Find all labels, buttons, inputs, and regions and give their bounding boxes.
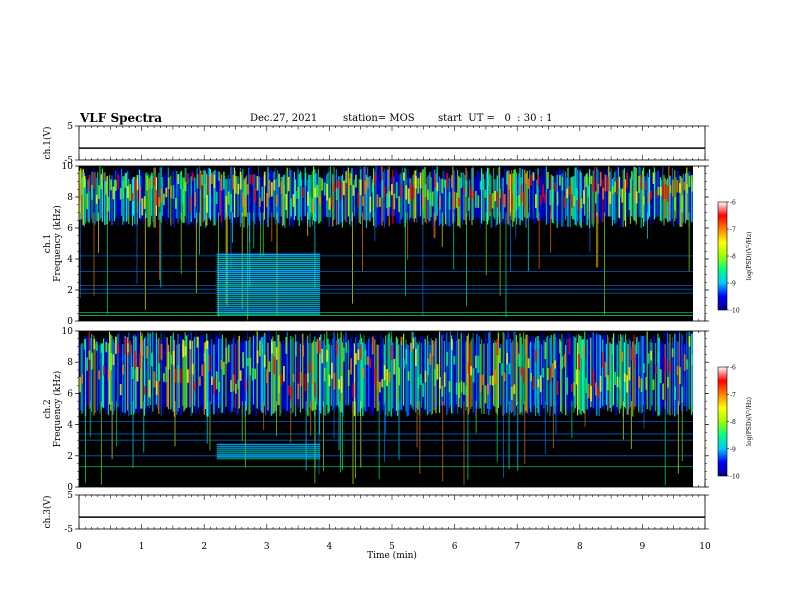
- colorbar-tick-label: -10: [730, 308, 740, 315]
- y-tick-label: 8: [67, 193, 73, 203]
- x-tick-label: 5: [389, 542, 395, 552]
- y-tick-label: 6: [67, 224, 73, 234]
- colorbar-tick-label: -7: [730, 227, 736, 234]
- ch1_voltage-panel: 5 -5 ch.1(V): [42, 122, 709, 166]
- x-tick-label: 9: [640, 542, 646, 552]
- x-axis: 0 1 2 3 4 5 6 7 8 9 10 Time (min): [76, 542, 711, 561]
- y-axis-label: Frequency (kHz): [52, 205, 63, 282]
- y-tick-label: 2: [67, 452, 73, 462]
- chart-title: VLF Spectra: [80, 111, 163, 125]
- y-tick-label: 10: [62, 162, 74, 172]
- x-tick-label: 10: [699, 542, 711, 552]
- colorbar-label: log(PSD)(V²/Hz): [746, 397, 753, 446]
- x-tick-label: 0: [76, 542, 82, 552]
- colorbar-tick-label: -7: [730, 392, 736, 399]
- y-axis-label: Frequency (kHz): [52, 371, 63, 448]
- x-axis-label: Time (min): [367, 550, 417, 561]
- colorbar-tick-label: -6: [730, 365, 736, 372]
- colorbar-tick-label: -8: [730, 254, 736, 261]
- y-tick-label: 0: [67, 483, 73, 493]
- colorbar-tick-label: -6: [730, 200, 736, 207]
- y-tick-label: 4: [67, 421, 73, 431]
- colorbar-tick-label: -10: [730, 474, 740, 481]
- y-tick-label: 5: [67, 122, 73, 132]
- y-tick-label: 2: [67, 286, 73, 296]
- y-axis-label: ch.2: [43, 399, 53, 418]
- colorbar: [717, 201, 728, 311]
- ch3_voltage-panel: 5 -5 ch.3(V): [42, 491, 709, 535]
- colorbar: [717, 366, 728, 477]
- x-tick-label: 8: [577, 542, 583, 552]
- colorbar-tick-label: -8: [730, 419, 736, 426]
- y-tick-label: -5: [64, 525, 73, 535]
- y-tick-label: 4: [67, 255, 73, 265]
- ch2_spectrogram-panel: -6 -7 -8 -9 -10 log(PSD)(V²/Hz) 0 2 4 6 8 10 ch.2 Fre…: [43, 327, 753, 493]
- ch1_spectrogram-panel: -6 -7 -8 -9 -10 log(PSD)(V²/Hz) 0 2 4 6 8 10 ch.1 Fre…: [43, 162, 753, 327]
- y-axis-label: ch.3(V): [42, 496, 53, 529]
- x-tick-label: 2: [201, 542, 207, 552]
- y-tick-label: 5: [67, 491, 73, 501]
- header-date: Dec.27, 2021: [250, 113, 318, 124]
- colorbar-tick-label: -9: [730, 446, 736, 453]
- colorbar-tick-label: -9: [730, 281, 736, 288]
- x-tick-label: 4: [327, 542, 333, 552]
- y-axis-label: ch.1(V): [42, 127, 53, 160]
- y-tick-label: 8: [67, 358, 73, 368]
- header-station: station= MOS: [343, 113, 415, 124]
- header-start-ut: start UT = 0 : 30 : 1: [438, 113, 553, 124]
- x-tick-label: 7: [514, 542, 520, 552]
- y-tick-label: -5: [64, 156, 73, 166]
- x-tick-label: 6: [452, 542, 458, 552]
- x-tick-label: 3: [264, 542, 270, 552]
- panel-background: [79, 126, 705, 160]
- y-axis-label: ch.1: [43, 234, 53, 253]
- y-tick-label: 10: [62, 327, 74, 337]
- y-tick-label: 6: [67, 389, 73, 399]
- panel-background: [79, 495, 705, 529]
- y-tick-label: 0: [67, 317, 73, 327]
- x-tick-label: 1: [139, 542, 145, 552]
- colorbar-label: log(PSD)(V²/Hz): [746, 232, 753, 281]
